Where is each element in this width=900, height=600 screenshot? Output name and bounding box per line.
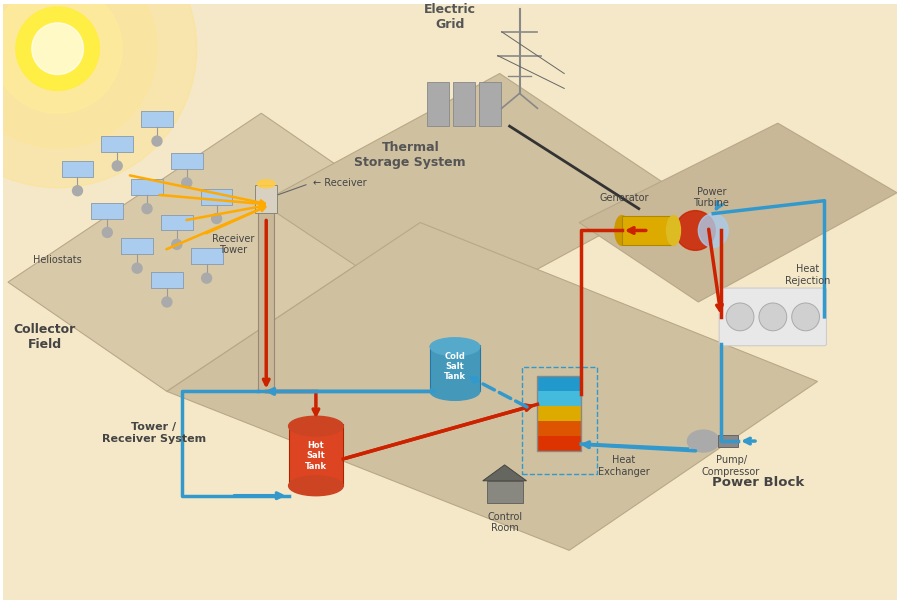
Circle shape: [132, 263, 142, 273]
Text: Collector
Field: Collector Field: [14, 323, 76, 351]
Ellipse shape: [430, 338, 480, 356]
Circle shape: [182, 178, 192, 188]
Text: Power Block: Power Block: [712, 476, 804, 489]
Text: Receiver
Tower: Receiver Tower: [212, 233, 255, 255]
Polygon shape: [191, 248, 222, 264]
Ellipse shape: [698, 214, 728, 247]
Ellipse shape: [289, 416, 343, 436]
Polygon shape: [261, 74, 679, 322]
Circle shape: [0, 0, 197, 188]
Polygon shape: [201, 189, 232, 205]
Polygon shape: [61, 161, 94, 177]
Text: Tower /
Receiver System: Tower / Receiver System: [102, 422, 206, 444]
Text: Power
Turbine: Power Turbine: [693, 187, 729, 208]
Text: Pump/
Compressor: Pump/ Compressor: [702, 455, 760, 476]
Circle shape: [0, 0, 122, 113]
Text: Generator: Generator: [599, 193, 649, 203]
Circle shape: [759, 303, 787, 331]
Bar: [453, 82, 475, 126]
Polygon shape: [166, 223, 817, 550]
Bar: [521, 367, 597, 474]
Circle shape: [726, 303, 754, 331]
Ellipse shape: [256, 183, 277, 193]
Circle shape: [212, 214, 221, 224]
Polygon shape: [482, 465, 526, 481]
Circle shape: [142, 203, 152, 214]
Bar: [537, 436, 581, 451]
Polygon shape: [92, 203, 123, 218]
Circle shape: [73, 186, 83, 196]
Polygon shape: [151, 272, 183, 288]
Circle shape: [202, 273, 211, 283]
Bar: [537, 376, 581, 451]
Polygon shape: [122, 238, 153, 254]
Circle shape: [0, 0, 157, 148]
Bar: [718, 435, 738, 447]
Circle shape: [16, 7, 99, 91]
Circle shape: [112, 161, 122, 171]
Ellipse shape: [430, 382, 480, 400]
Text: ← Receiver: ← Receiver: [313, 178, 366, 188]
Text: Heat
Exchanger: Heat Exchanger: [598, 455, 650, 476]
Polygon shape: [141, 111, 173, 127]
Bar: [289, 424, 343, 486]
Circle shape: [792, 303, 820, 331]
Bar: [537, 421, 581, 436]
Text: Electric
Grid: Electric Grid: [424, 3, 476, 31]
Text: Cold
Salt
Tank: Cold Salt Tank: [444, 352, 466, 382]
Ellipse shape: [289, 476, 343, 496]
Bar: [479, 82, 500, 126]
Polygon shape: [102, 136, 133, 152]
Ellipse shape: [615, 215, 629, 245]
Polygon shape: [579, 123, 897, 302]
Bar: [430, 345, 480, 391]
Circle shape: [103, 227, 112, 238]
Polygon shape: [8, 113, 420, 391]
Bar: [622, 215, 673, 245]
Polygon shape: [131, 179, 163, 195]
Text: Hot
Salt
Tank: Hot Salt Tank: [305, 441, 327, 471]
Bar: [256, 185, 277, 212]
Bar: [537, 406, 581, 421]
Ellipse shape: [257, 180, 275, 188]
Ellipse shape: [667, 215, 680, 245]
Bar: [428, 82, 449, 126]
FancyBboxPatch shape: [719, 288, 826, 346]
Ellipse shape: [688, 430, 719, 452]
Ellipse shape: [676, 211, 716, 250]
Polygon shape: [161, 215, 193, 230]
Bar: [537, 391, 581, 406]
Circle shape: [172, 239, 182, 250]
Text: Heliostats: Heliostats: [33, 255, 82, 265]
Circle shape: [32, 23, 84, 74]
Bar: [487, 481, 523, 503]
Circle shape: [152, 136, 162, 146]
Bar: [537, 376, 581, 391]
Text: Thermal
Storage System: Thermal Storage System: [355, 141, 466, 169]
Text: Control
Room: Control Room: [487, 512, 522, 533]
Polygon shape: [171, 153, 202, 169]
Text: Heat
Rejection: Heat Rejection: [785, 265, 831, 286]
Circle shape: [162, 297, 172, 307]
Bar: [258, 193, 274, 391]
